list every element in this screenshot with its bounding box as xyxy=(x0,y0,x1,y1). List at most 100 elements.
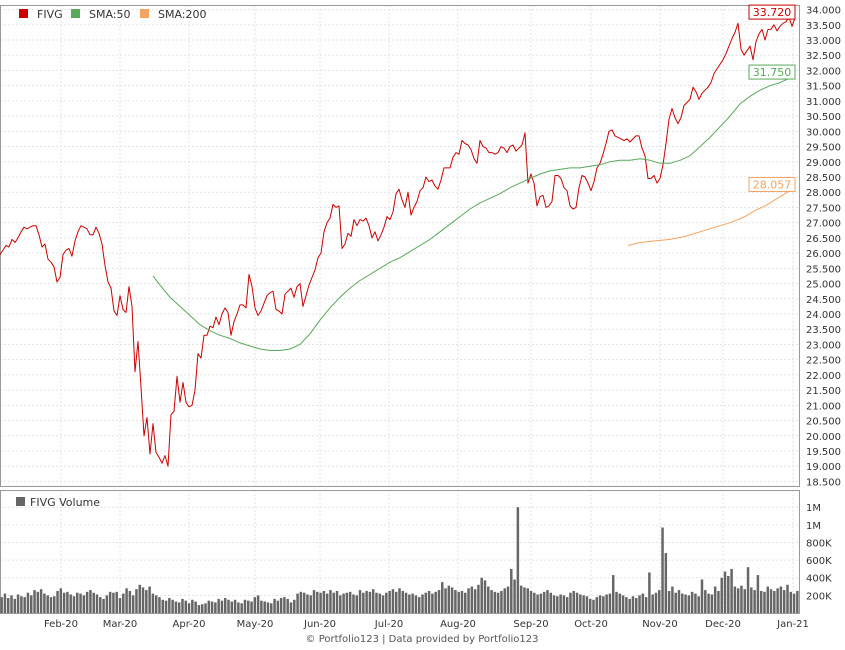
volume-bar xyxy=(552,595,556,613)
volume-bar xyxy=(181,598,184,613)
price-line-fivg xyxy=(0,16,796,467)
volume-bar xyxy=(483,580,487,613)
legend-swatch-sma50 xyxy=(71,9,80,18)
legend-label-sma200: SMA:200 xyxy=(158,8,207,21)
volume-bar xyxy=(365,590,368,613)
volume-bar xyxy=(381,595,385,613)
volume-bar xyxy=(49,597,53,613)
volume-bar xyxy=(309,595,312,613)
legend-entry-sma200[interactable]: SMA:200 xyxy=(140,8,207,21)
volume-bar xyxy=(769,589,773,613)
volume-bar xyxy=(217,598,220,613)
volume-bar xyxy=(53,596,56,613)
volume-bar xyxy=(424,592,428,613)
volume-bar xyxy=(743,589,746,613)
volume-bar xyxy=(76,592,79,613)
volume-bar xyxy=(316,591,319,613)
volume-bar xyxy=(602,596,605,613)
price-lines xyxy=(0,16,796,467)
volume-bar xyxy=(335,590,339,613)
volume-bar xyxy=(345,592,349,613)
legend: FIVG SMA:50 SMA:200 FIVG Volume xyxy=(16,8,207,509)
volume-bar xyxy=(105,595,109,613)
x-tick-label: Jan-21 xyxy=(776,619,809,630)
volume-bar xyxy=(661,527,664,613)
last-value-sma200: 28.057 xyxy=(748,176,796,192)
volume-bar xyxy=(325,593,329,613)
volume-bar xyxy=(720,577,723,613)
volume-bar xyxy=(95,594,99,613)
volume-bar xyxy=(394,591,398,613)
volume-bar xyxy=(283,597,286,613)
volume-bar xyxy=(237,602,240,613)
legend-label-sma50: SMA:50 xyxy=(89,8,131,21)
legend-entry-volume[interactable]: FIVG Volume xyxy=(16,496,100,509)
x-tick-label: Apr-20 xyxy=(173,619,206,630)
volume-bar xyxy=(598,595,602,613)
volume-bar xyxy=(786,584,789,613)
volume-bar xyxy=(312,590,316,613)
price-y-tick-label: 21.000 xyxy=(806,401,841,412)
volume-bar xyxy=(36,591,40,613)
volume-bar xyxy=(526,588,529,613)
volume-bar xyxy=(763,591,766,613)
last-value-text: 31.750 xyxy=(753,66,792,79)
price-y-tick-label: 27.500 xyxy=(806,203,841,214)
volume-bar xyxy=(766,586,770,613)
volume-bar xyxy=(302,592,306,613)
price-y-tick-label: 26.000 xyxy=(806,249,841,260)
volume-bar xyxy=(651,594,654,613)
last-value-box xyxy=(748,4,796,20)
volume-bar xyxy=(82,595,86,613)
volume-bar xyxy=(256,595,260,613)
volume-bar xyxy=(220,600,224,613)
legend-swatch-sma200 xyxy=(140,9,149,18)
volume-bar xyxy=(102,598,105,613)
volume-bar xyxy=(306,594,309,613)
volume-bar xyxy=(536,594,539,613)
price-y-tick-label: 24.000 xyxy=(806,310,841,321)
volume-bar xyxy=(115,591,118,613)
price-y-tick-label: 29.000 xyxy=(806,158,841,169)
price-y-tick-label: 26.500 xyxy=(806,234,841,245)
volume-bar xyxy=(332,592,335,613)
x-tick-label: Feb-20 xyxy=(44,619,78,630)
volume-bar xyxy=(782,590,786,613)
volume-bar xyxy=(605,594,608,613)
volume-bar xyxy=(664,553,668,613)
volume-bar xyxy=(204,603,207,613)
price-y-tick-label: 30.500 xyxy=(806,112,841,123)
price-y-tick-label: 23.500 xyxy=(806,325,841,336)
volume-y-tick-label: 200K xyxy=(806,591,832,602)
volume-bar xyxy=(174,601,178,613)
volume-bar xyxy=(667,590,671,613)
volume-bar xyxy=(677,590,681,613)
volume-bar xyxy=(513,579,516,613)
legend-entry-price[interactable]: FIVG xyxy=(19,8,63,21)
volume-bar xyxy=(575,592,579,613)
volume-y-tick-label: 400K xyxy=(806,574,832,585)
volume-y-tick-label: 600K xyxy=(806,556,832,567)
volume-bar xyxy=(408,594,411,613)
volume-bar xyxy=(391,589,395,613)
price-y-tick-label: 25.500 xyxy=(806,264,841,275)
volume-bar xyxy=(253,597,257,613)
volume-bar xyxy=(736,588,740,613)
volume-bar xyxy=(523,587,526,613)
volume-bar xyxy=(654,592,658,613)
volume-bar xyxy=(510,568,513,613)
x-tick-label: Sep-20 xyxy=(513,619,548,630)
price-y-tick-label: 22.000 xyxy=(806,371,841,382)
sma200-line xyxy=(627,190,791,246)
legend-label-volume: FIVG Volume xyxy=(30,496,100,509)
legend-entry-sma50[interactable]: SMA:50 xyxy=(71,8,131,21)
volume-bar xyxy=(546,590,549,613)
volume-bar xyxy=(293,599,296,613)
volume-bar xyxy=(644,597,648,613)
last-value-text: 33.720 xyxy=(753,6,792,19)
volume-bar xyxy=(431,593,434,613)
volume-bar xyxy=(358,590,362,613)
volume-bar xyxy=(151,593,155,613)
x-tick-label: May-20 xyxy=(237,619,274,630)
x-tick-label: Jun-20 xyxy=(303,619,336,630)
